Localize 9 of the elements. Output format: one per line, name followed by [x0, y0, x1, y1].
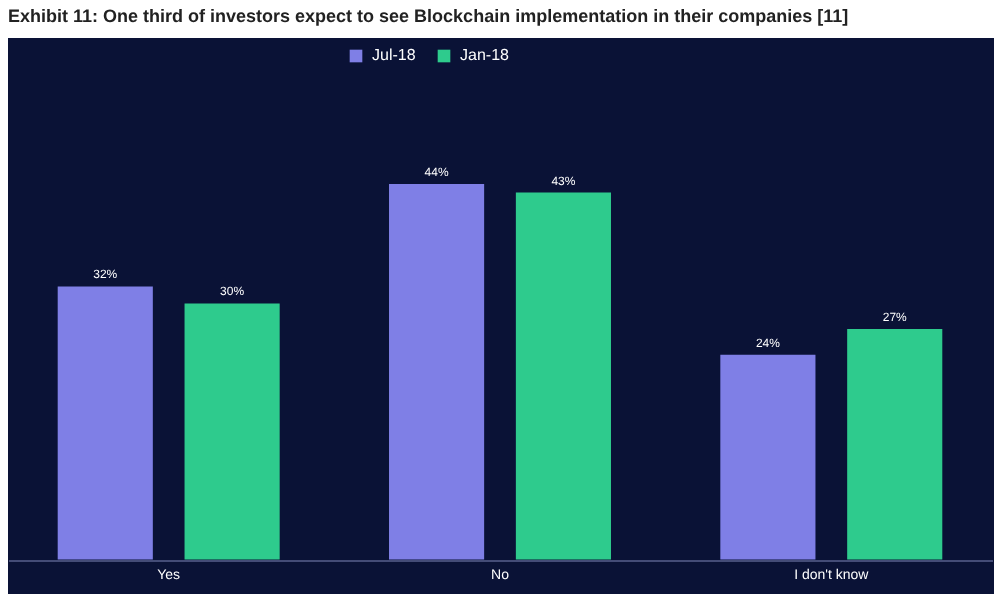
bar — [57, 286, 153, 560]
bar — [184, 303, 280, 560]
legend-label: Jul-18 — [372, 46, 417, 64]
legend-label: Jan-18 — [460, 46, 511, 64]
bar — [847, 329, 943, 560]
bar — [389, 184, 485, 560]
bar — [720, 354, 816, 560]
chart-title: Exhibit 11: One third of investors expect to see Blockchain implementation in their companies [11] — [8, 6, 849, 26]
bar — [515, 192, 611, 560]
